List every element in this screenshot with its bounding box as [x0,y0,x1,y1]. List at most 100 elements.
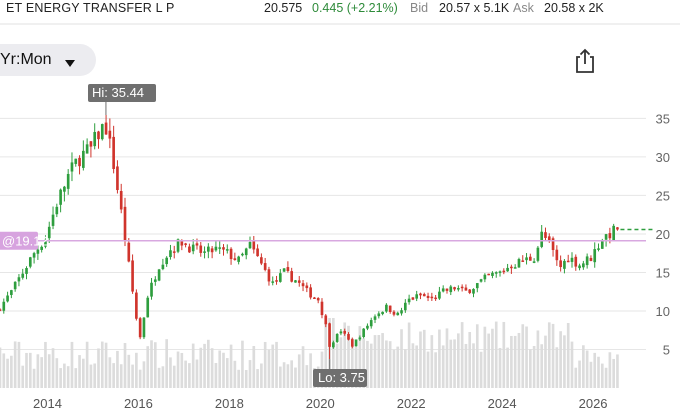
volume-bar [415,345,419,388]
volume-bar [63,363,66,388]
volume-bar [180,352,184,388]
candle-body [229,248,233,260]
candle-body [551,238,555,251]
volume-bar [616,354,619,388]
volume-bar [430,335,434,388]
volume-bar [275,341,278,388]
candle-body [547,236,551,241]
volume-bar [282,362,286,388]
volume-bar [116,350,119,388]
candle-body [241,253,244,256]
volume-bar [407,322,411,388]
candle-body [453,287,456,290]
volume-bar [263,341,267,388]
candle-body [244,248,248,256]
caret-down-icon [65,55,75,73]
candle-body [419,293,422,296]
x-tick-label: 2022 [397,396,426,411]
volume-bar [256,369,259,388]
candle-body [237,256,240,262]
candle-body [381,311,384,315]
volume-bar [347,325,350,388]
volume-bars [0,318,619,388]
candle-body [70,162,74,172]
candle-body [350,339,354,347]
x-tick-label: 2016 [124,396,153,411]
volume-bar [191,343,195,388]
high-label: Hi: 35.44 [92,85,144,100]
volume-bar [403,349,407,388]
candle-body [525,257,528,261]
volume-bar [21,365,25,388]
candle-body [85,144,89,154]
volume-bar [532,346,536,388]
candle-body [282,268,286,272]
volume-bar [566,322,570,388]
volume-bar [472,343,475,388]
volume-bar [464,343,468,388]
volume-bar [32,368,36,388]
candle-body [403,302,407,311]
volume-bar [373,335,377,388]
volume-bar [449,339,453,388]
candle-body [491,272,494,276]
candle-body [263,263,267,270]
candle-body [93,131,97,147]
candle-body [278,273,282,282]
candle-body [589,257,593,261]
candle-body [207,246,210,252]
volume-bar [343,322,347,388]
volume-bar [112,363,115,388]
y-tick-label: 15 [656,265,670,280]
volume-bar [305,365,309,388]
volume-bar [339,337,343,388]
candle-body [354,339,358,347]
candle-body [502,270,506,273]
candle-body [411,297,415,300]
candle-body [161,264,165,270]
candle-body [123,206,127,242]
share-button[interactable] [573,48,597,74]
volume-bar [604,367,608,388]
volume-bar [82,358,85,388]
candle-body [97,131,100,140]
candle-body [21,273,25,278]
candle-body [13,281,17,290]
volume-bar [517,332,521,388]
volume-bar [135,352,138,388]
volume-bar [441,345,445,388]
candle-body [47,226,51,239]
volume-bar [369,343,373,388]
volume-bar [184,360,187,388]
candle-body [369,320,373,327]
candle-body [116,166,119,191]
volume-bar [66,366,70,388]
candle-body [119,191,123,210]
volume-bar [47,354,51,388]
candle-body [294,280,297,283]
volume-bar [89,364,93,388]
volume-bar [286,364,290,388]
price-change: 0.445 (+2.21%) [312,1,398,15]
volume-bar [589,361,593,388]
volume-bar [203,343,206,388]
volume-bar [146,346,150,388]
volume-bar [597,356,600,388]
volume-bar [335,343,339,388]
volume-bar [528,349,532,388]
candle-body [0,309,2,311]
candle-body [604,234,608,240]
volume-bar [36,354,40,388]
volume-bar [237,369,240,388]
candle-body [146,297,150,318]
candle-body [373,316,377,320]
volume-bar [100,341,104,388]
period-selector[interactable]: Yr:Mon [0,44,96,76]
candle-body [430,296,434,299]
candle-body [108,130,112,139]
candle-body [297,280,301,283]
last-price: 20.575 [264,1,303,15]
volume-bar [513,335,517,388]
candle-body [316,298,320,301]
